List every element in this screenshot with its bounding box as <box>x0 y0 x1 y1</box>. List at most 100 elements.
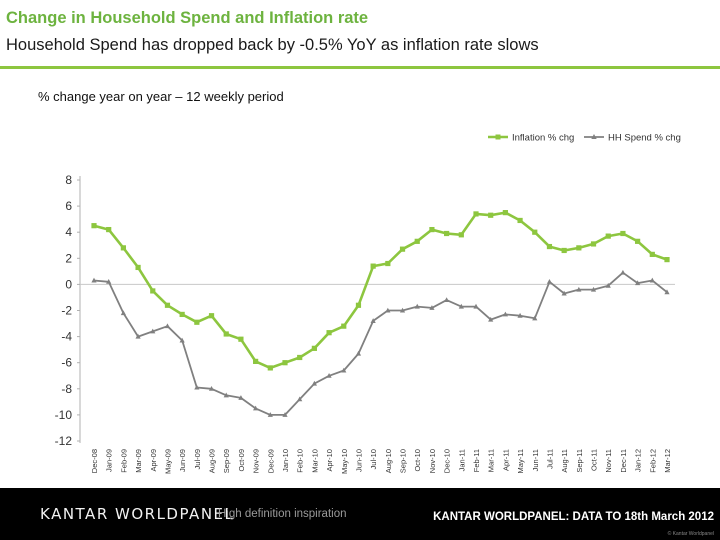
data-point <box>297 354 303 361</box>
page-subtitle: Household Spend has dropped back by -0.5… <box>6 36 539 54</box>
x-tick-label: Feb-10 <box>296 449 305 473</box>
data-point <box>473 303 479 309</box>
y-tick-label: 2 <box>65 251 72 265</box>
data-point <box>135 264 141 271</box>
chart-axes: 8 6 4 2 0 -2 -4 -6 -8 -10 -12 Dec-08 Jan-09 Feb-09 Mar… <box>55 173 675 474</box>
data-point <box>164 302 171 308</box>
data-point <box>576 245 582 251</box>
data-point <box>355 350 362 356</box>
x-tick-label: Dec-10 <box>443 449 452 473</box>
data-point <box>532 229 538 235</box>
y-tick-label: -4 <box>61 330 72 344</box>
data-point <box>561 247 567 254</box>
data-point <box>120 245 126 251</box>
x-tick-label: Sep-10 <box>399 449 408 473</box>
data-point <box>561 290 567 296</box>
chart-caption: % change year on year – 12 weekly period <box>38 89 284 104</box>
x-tick-label: Feb-11 <box>472 449 481 472</box>
x-tick-label: Oct-11 <box>590 449 599 471</box>
data-point <box>649 277 655 283</box>
data-point <box>635 280 641 286</box>
data-point <box>326 330 332 336</box>
data-point <box>370 318 376 323</box>
data-point <box>208 386 215 391</box>
data-point <box>341 323 347 329</box>
data-point <box>414 238 420 244</box>
data-point <box>488 316 494 322</box>
data-point <box>429 226 435 233</box>
data-point <box>576 286 582 292</box>
data-point <box>385 260 391 267</box>
data-point <box>664 289 670 295</box>
data-point <box>91 277 97 283</box>
chart-legend: Inflation % chg HH Spend % chg <box>488 133 681 144</box>
data-point <box>414 303 420 309</box>
data-point <box>605 233 611 239</box>
x-tick-label: Mar-11 <box>487 449 496 472</box>
x-tick-label: Nov-11 <box>604 449 613 473</box>
data-point <box>253 405 259 411</box>
data-point <box>297 396 303 402</box>
data-point <box>91 223 97 229</box>
brand-logo: KANTAR WORLDPANEL <box>40 505 235 523</box>
data-point <box>546 278 553 284</box>
data-point <box>664 257 670 263</box>
data-point <box>649 251 655 257</box>
data-point <box>444 230 450 237</box>
x-tick-label: Oct-10 <box>413 449 422 472</box>
data-point <box>635 238 641 244</box>
data-point <box>253 358 259 364</box>
data-point <box>194 319 200 325</box>
x-tick-label: Jun-10 <box>354 449 363 472</box>
data-point <box>311 380 317 386</box>
x-tick-label: Feb-12 <box>648 449 657 473</box>
copyright-note: © Kantar Worldpanel <box>667 531 714 537</box>
y-tick-label: 6 <box>65 199 72 213</box>
x-tick-label: Jun-09 <box>178 449 187 472</box>
x-tick-label: Aug-10 <box>384 449 393 473</box>
data-point <box>150 328 156 334</box>
x-tick-label: Sep-09 <box>222 449 231 473</box>
x-tick-label: Jul-09 <box>193 449 202 469</box>
data-point <box>179 337 185 343</box>
data-point <box>517 312 523 318</box>
data-point <box>517 217 523 224</box>
data-point <box>150 288 156 294</box>
data-source-note: KANTAR WORLDPANEL: DATA TO 18th March 20… <box>433 511 714 523</box>
data-point <box>194 384 200 390</box>
brand-tagline: High definition inspiration <box>218 508 347 520</box>
x-tick-label: Dec-09 <box>266 449 275 473</box>
x-tick-label: Dec-11 <box>619 449 628 473</box>
x-tick-label: Aug-09 <box>208 449 217 473</box>
data-point <box>590 241 597 247</box>
data-point <box>223 392 229 398</box>
legend-swatch-marker <box>495 134 501 140</box>
x-tick-label: Jan-09 <box>105 449 114 472</box>
x-tick-label: Mar-09 <box>134 449 143 473</box>
x-tick-label: Nov-10 <box>428 449 437 473</box>
x-tick-label: Oct-09 <box>237 449 246 472</box>
data-point <box>208 313 215 319</box>
y-tick-label: -2 <box>61 304 72 318</box>
x-tick-label: Mar-12 <box>663 449 672 473</box>
data-point <box>238 336 244 342</box>
data-point <box>532 315 538 321</box>
header-divider <box>0 66 720 69</box>
data-point <box>385 307 391 313</box>
x-tick-label: Sep-11 <box>575 449 584 473</box>
x-tick-label: Jul-11 <box>545 449 554 469</box>
x-tick-label: Mar-10 <box>310 449 319 473</box>
data-point <box>620 269 626 275</box>
y-tick-label: -6 <box>61 356 72 370</box>
series-inflation <box>91 210 670 371</box>
data-point <box>458 303 464 309</box>
x-tick-label: Jun-11 <box>531 449 540 471</box>
x-tick-label: Jul-10 <box>369 449 378 469</box>
data-point <box>106 226 112 233</box>
series-hh-spend <box>91 269 670 417</box>
data-point <box>502 210 508 216</box>
x-tick-label: May-09 <box>163 449 172 474</box>
data-point <box>605 282 611 288</box>
data-point <box>444 297 450 303</box>
data-point <box>238 395 244 400</box>
